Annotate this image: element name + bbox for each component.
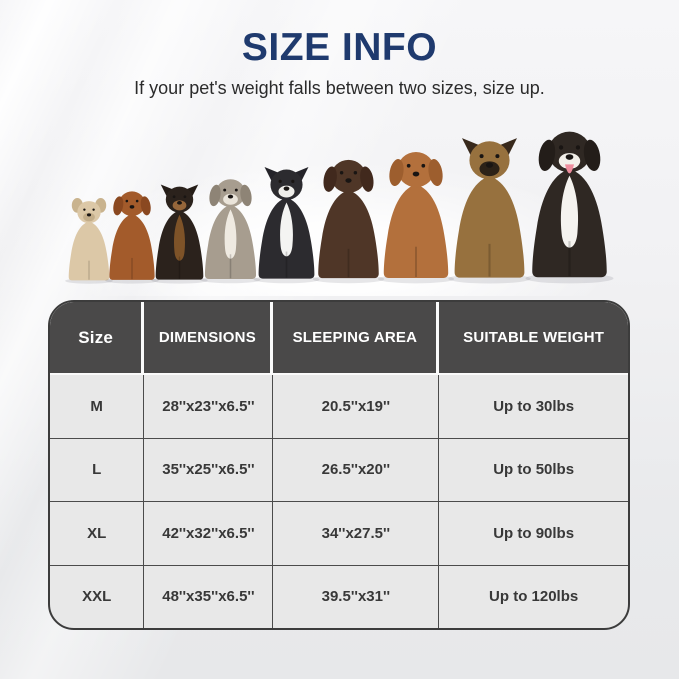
dog-size-lineup	[0, 126, 679, 284]
dog-english-bulldog-image	[199, 179, 261, 284]
page-subtitle: If your pet's weight falls between two s…	[134, 78, 545, 98]
cell-size: XL	[50, 502, 145, 565]
table-row-m: M 28''x23''x6.5'' 20.5''x19'' Up to 30lb…	[50, 375, 628, 438]
cell-size: XXL	[50, 565, 145, 628]
cell-sleeping-area: 20.5''x19''	[273, 375, 440, 438]
dog-miniature-pinscher-image	[150, 184, 208, 284]
dog-bernese-mountain-dog-image	[524, 131, 614, 284]
cell-suitable-weight: Up to 50lbs	[493, 461, 575, 479]
cell-sleeping-area: 39.5''x31''	[273, 565, 440, 628]
size-table-header-row: Size DIMENSIONS SLEEPING AREA SUITABLE W…	[50, 302, 628, 375]
column-header-suitable-weight: SUITABLE WEIGHT	[439, 302, 628, 373]
cell-dimensions: 35''x25''x6.5''	[144, 438, 274, 501]
table-row-xxl: XXL 48''x35''x6.5'' 39.5''x31'' Up to 12…	[50, 564, 628, 628]
cell-dimensions: 48''x35''x6.5''	[144, 565, 274, 628]
cell-sleeping-area: 34''x27.5''	[273, 502, 440, 565]
page-title: SIZE INFO	[241, 26, 438, 69]
size-table: Size DIMENSIONS SLEEPING AREA SUITABLE W…	[48, 300, 630, 630]
dog-border-collie-image	[253, 167, 319, 284]
table-row-l: L 35''x25''x6.5'' 26.5''x20'' Up to 50lb…	[50, 437, 628, 501]
cell-suitable-weight: Up to 120lbs	[489, 588, 579, 606]
dog-german-shepherd-image	[447, 138, 531, 284]
cell-size: M	[50, 375, 145, 438]
dog-chocolate-labrador-image	[312, 159, 384, 284]
cell-suitable-weight: Up to 30lbs	[493, 397, 575, 415]
cell-size: L	[50, 438, 145, 501]
dog-french-bulldog-image	[64, 198, 113, 284]
cell-dimensions: 42''x32''x6.5''	[144, 502, 274, 565]
dog-vizsla-image	[377, 152, 454, 284]
cell-suitable-weight: Up to 90lbs	[493, 524, 575, 542]
cell-dimensions: 28''x23''x6.5''	[144, 375, 274, 438]
dog-cavalier-king-charles-spaniel-image	[104, 191, 159, 284]
cell-sleeping-area: 26.5''x20''	[273, 438, 440, 501]
column-header-size: Size	[50, 302, 145, 373]
column-header-dimensions: DIMENSIONS	[144, 302, 274, 373]
column-header-sleeping-area: SLEEPING AREA	[273, 302, 440, 373]
table-row-xl: XL 42''x32''x6.5'' 34''x27.5'' Up to 90l…	[50, 501, 628, 565]
